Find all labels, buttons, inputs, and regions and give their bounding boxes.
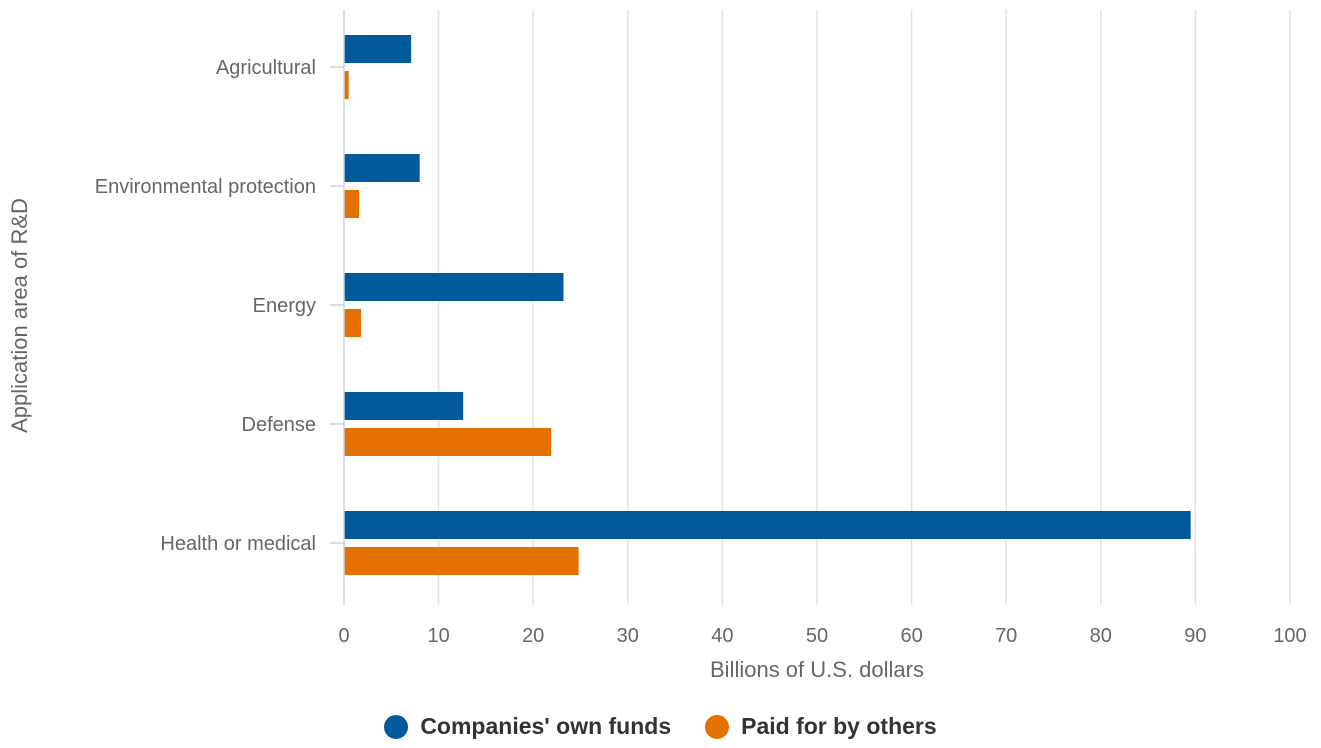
bar-defense-paid-for-by-others[interactable]: [344, 428, 551, 456]
bar-energy-companies-own-funds[interactable]: [344, 273, 563, 301]
legend-item-companies-own-funds[interactable]: Companies' own funds: [384, 713, 671, 740]
x-tick-label-40: 40: [711, 625, 733, 647]
x-tick-label-10: 10: [427, 625, 449, 647]
x-tick-label-20: 20: [522, 625, 544, 647]
bar-environmental-protection-paid-for-by-others[interactable]: [344, 190, 359, 218]
legend-swatch-companies-own-funds: [384, 715, 408, 739]
y-tick-label-agricultural: Agricultural: [216, 57, 316, 79]
y-tick-label-energy: Energy: [253, 295, 316, 317]
legend-item-paid-for-by-others[interactable]: Paid for by others: [705, 713, 937, 740]
x-axis-title: Billions of U.S. dollars: [710, 657, 924, 682]
bars: [344, 35, 1191, 575]
x-tick-label-30: 30: [617, 625, 639, 647]
bar-environmental-protection-companies-own-funds[interactable]: [344, 154, 420, 182]
x-tick-label-90: 90: [1184, 625, 1206, 647]
y-axis-ticks: Agricultural Environmental protection Ener…: [95, 57, 344, 555]
bar-energy-paid-for-by-others[interactable]: [344, 309, 361, 337]
legend-swatch-paid-for-by-others: [705, 715, 729, 739]
y-tick-label-environmental-protection: Environmental protection: [95, 176, 316, 198]
x-tick-label-100: 100: [1273, 625, 1306, 647]
x-tick-label-60: 60: [900, 625, 922, 647]
legend-label-paid-for-by-others: Paid for by others: [741, 713, 937, 740]
bar-agricultural-companies-own-funds[interactable]: [344, 35, 411, 63]
x-tick-label-80: 80: [1090, 625, 1112, 647]
x-axis-tick-labels: 0 10 20 30 40 50 60 70 80 90 100: [338, 625, 1306, 647]
bar-defense-companies-own-funds[interactable]: [344, 392, 463, 420]
legend-label-companies-own-funds: Companies' own funds: [420, 713, 671, 740]
legend: Companies' own funds Paid for by others: [0, 713, 1321, 740]
bar-health-or-medical-paid-for-by-others[interactable]: [344, 547, 579, 575]
x-tick-label-50: 50: [806, 625, 828, 647]
y-tick-label-health-or-medical: Health or medical: [160, 533, 316, 555]
bar-health-or-medical-companies-own-funds[interactable]: [344, 511, 1191, 539]
y-tick-label-defense: Defense: [242, 414, 317, 436]
x-tick-label-0: 0: [338, 625, 349, 647]
y-axis-title: Application area of R&D: [7, 198, 32, 433]
x-tick-label-70: 70: [995, 625, 1017, 647]
